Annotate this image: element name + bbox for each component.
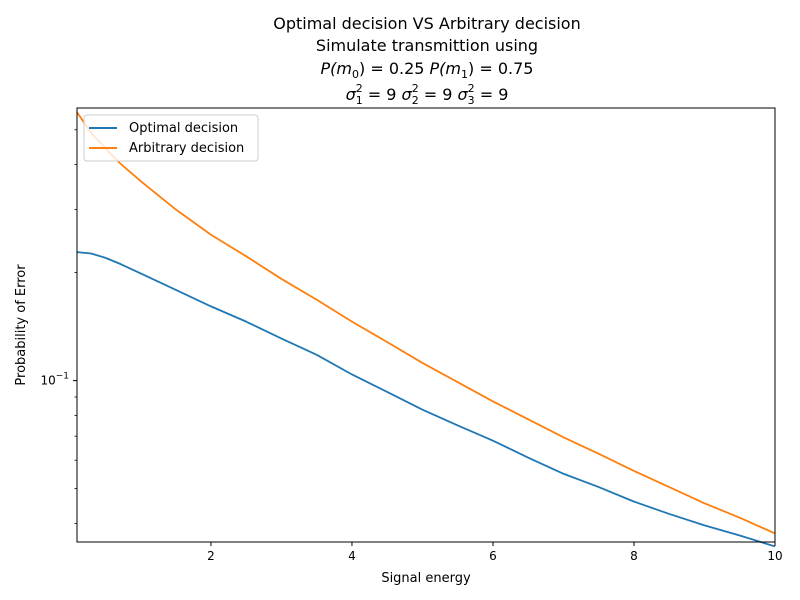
p1-value: ) = 0.75 (468, 59, 533, 78)
chart-title-variances: σ2 1 = 9 σ2 2 = 9 σ2 3 = 9 (346, 82, 509, 107)
p1-label: P(m (430, 59, 461, 78)
x-tick-label: 2 (207, 549, 215, 563)
chart-title-line-2: Simulate transmittion using (316, 36, 538, 55)
sigma3-symbol: σ (458, 85, 469, 104)
y-axis: 10−1 (40, 129, 77, 524)
sigma1-subscript: 1 (356, 94, 363, 107)
legend-label-arbitrary: Arbitrary decision (129, 141, 244, 156)
sigma1-value: = 9 (363, 85, 402, 104)
x-tick-label: 6 (489, 549, 497, 563)
sigma2-superscript: 2 (412, 82, 419, 95)
x-tick-label: 8 (630, 549, 638, 563)
x-axis-label: Signal energy (381, 571, 471, 586)
plot-area (76, 107, 776, 548)
chart-title-line-1: Optimal decision VS Arbitrary decision (273, 14, 580, 33)
x-tick-label: 4 (348, 549, 356, 563)
x-axis: 2 4 6 8 10 (207, 542, 783, 563)
p0-value: ) = 0.25 (359, 59, 430, 78)
sigma3-subscript: 3 (468, 94, 475, 107)
legend: Optimal decision Arbitrary decision (83, 114, 259, 162)
p1-subscript: 1 (461, 68, 468, 81)
p0-subscript: 0 (352, 68, 359, 81)
series-layer (76, 111, 776, 548)
sigma2-symbol: σ (402, 85, 413, 104)
sigma3-superscript: 2 (468, 82, 475, 95)
sigma1-superscript: 2 (356, 82, 363, 95)
chart-title-probabilities: P(m0) = 0.25 P(m1) = 0.75 (321, 59, 534, 81)
series-line-optimal (76, 251, 776, 548)
sigma1-symbol: σ (346, 85, 357, 104)
sigma2-subscript: 2 (412, 94, 419, 107)
legend-box (83, 114, 259, 162)
y-tick-label: 10−1 (40, 372, 69, 388)
plot-frame (76, 107, 776, 543)
sigma2-value: = 9 (419, 85, 458, 104)
p0-label: P(m (321, 59, 352, 78)
x-tick-label: 10 (767, 549, 782, 563)
series-line-arbitrary (76, 111, 776, 535)
legend-label-optimal: Optimal decision (129, 121, 238, 136)
sigma3-value: = 9 (475, 85, 509, 104)
y-axis-label: Probability of Error (14, 264, 29, 386)
